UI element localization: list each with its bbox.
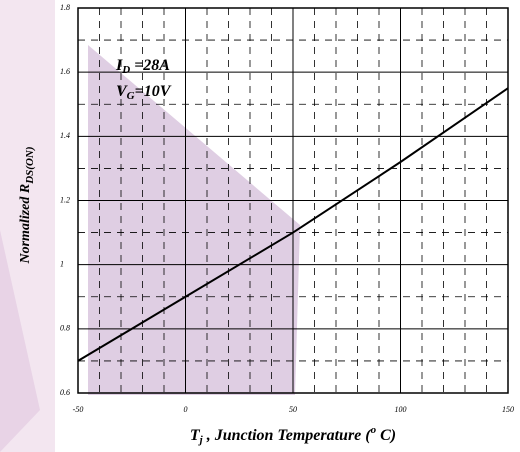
text-part: o [371, 424, 377, 436]
x-tick-label: 100 [395, 405, 407, 414]
text-part: I [115, 57, 123, 74]
text-part: =10V [135, 83, 172, 100]
y-tick-label: 1 [60, 259, 64, 268]
x-axis-label: Tj , Junction Temperature (o C) [190, 424, 396, 446]
y-axis-label: Normalized RDS(ON) [18, 146, 35, 264]
watermark [88, 45, 300, 395]
text-part: DS(ON) [24, 146, 36, 184]
text-part: C) [376, 427, 396, 444]
x-tick-label: 0 [184, 405, 188, 414]
y-tick-label: 1.8 [60, 3, 70, 12]
annotation: VG=10V [116, 83, 172, 102]
y-tick-label: 1.4 [60, 131, 70, 140]
y-tick-label: 0.8 [60, 324, 70, 333]
x-tick-label: -50 [73, 405, 84, 414]
y-tick-label: 0.6 [60, 388, 70, 397]
y-tick-label: 1.2 [60, 195, 70, 204]
text-part: j [198, 434, 204, 446]
text-part: Normalized R [18, 184, 33, 265]
x-tick-label: 150 [502, 405, 514, 414]
data-line [77, 87, 509, 362]
text-part: =28A [130, 57, 170, 74]
x-tick-label: 50 [289, 405, 297, 414]
y-tick-label: 1.6 [60, 67, 70, 76]
text-part: V [116, 83, 128, 100]
text-part: T [190, 427, 201, 444]
plot-frame [77, 7, 509, 394]
text-part: , Junction Temperature ( [203, 427, 373, 444]
text-part: D [121, 64, 130, 76]
text-part: G [127, 90, 135, 102]
annotation: ID =28A [115, 57, 170, 76]
watermark [0, 230, 40, 452]
